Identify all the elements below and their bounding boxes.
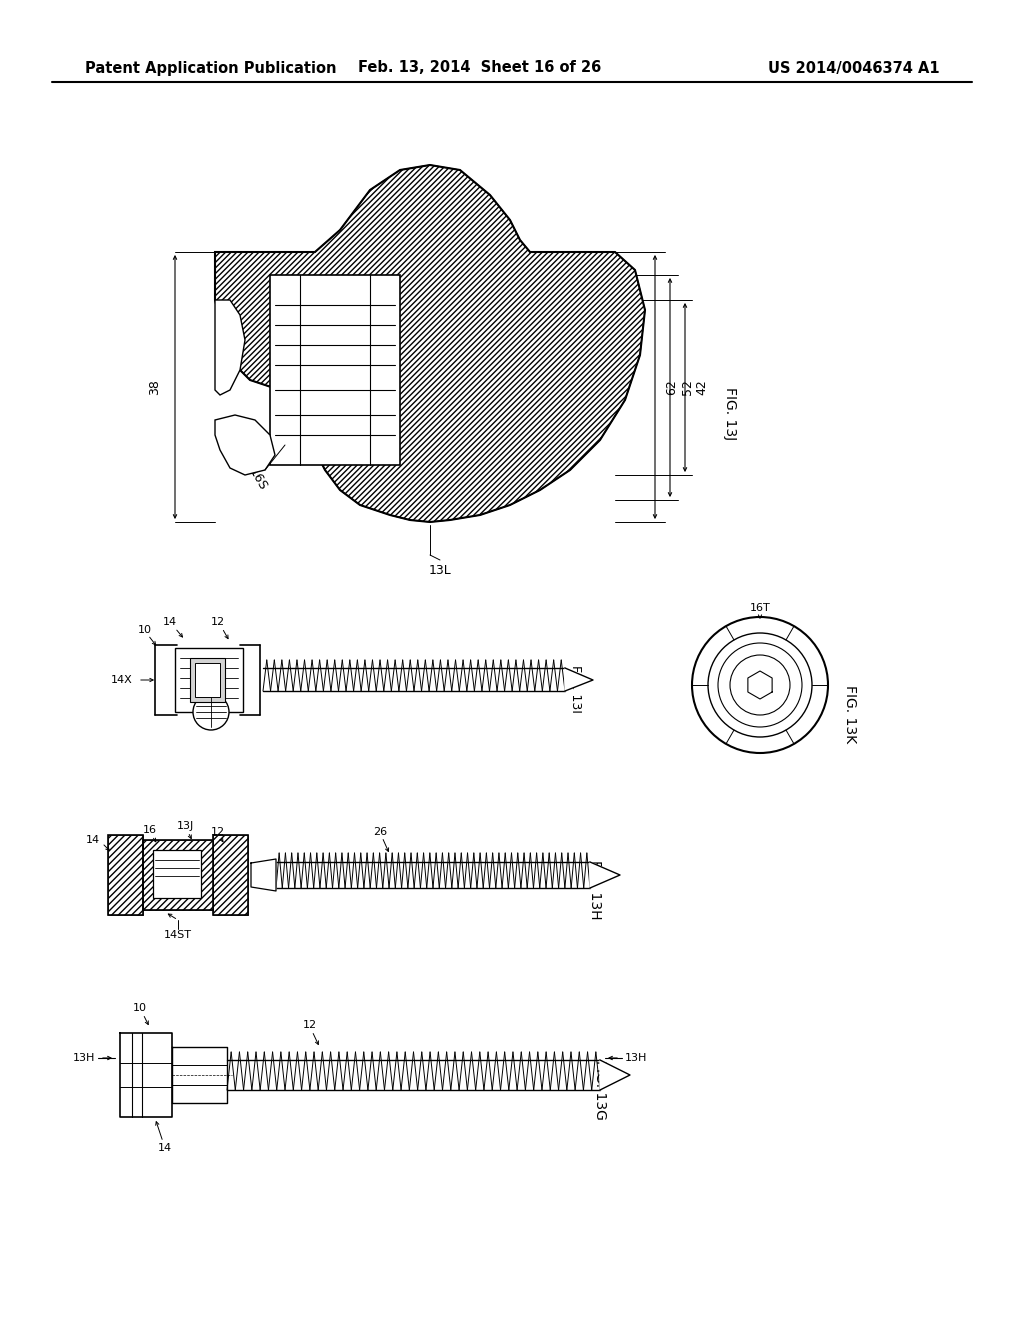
Text: 12: 12 [211, 616, 225, 627]
Bar [143, 840, 213, 909]
Bar [108, 836, 143, 915]
Bar [108, 836, 143, 915]
Polygon shape [748, 671, 772, 700]
Circle shape [692, 616, 828, 752]
Polygon shape [565, 668, 593, 690]
Text: FIG. 13K: FIG. 13K [843, 685, 857, 743]
Text: 14ST: 14ST [164, 931, 193, 940]
Text: 26: 26 [373, 828, 387, 837]
Polygon shape [590, 862, 620, 888]
Text: FIG. 13G: FIG. 13G [593, 1060, 607, 1119]
Text: 62: 62 [666, 379, 679, 395]
Bar [175, 648, 243, 711]
Text: 16T: 16T [750, 603, 770, 612]
Bar [190, 657, 225, 702]
Polygon shape [251, 859, 276, 891]
Bar [270, 275, 400, 465]
Bar [195, 663, 220, 697]
Polygon shape [215, 300, 245, 395]
Text: 52: 52 [681, 379, 693, 395]
Text: FIG. 13J: FIG. 13J [723, 387, 737, 440]
Polygon shape [120, 1034, 172, 1117]
Bar [213, 836, 248, 915]
Text: 12: 12 [303, 1020, 317, 1030]
Polygon shape [215, 165, 645, 521]
Bar [213, 836, 248, 915]
Text: 13L: 13L [429, 564, 452, 577]
Polygon shape [600, 1060, 630, 1090]
Text: Feb. 13, 2014  Sheet 16 of 26: Feb. 13, 2014 Sheet 16 of 26 [358, 61, 602, 75]
Text: 16: 16 [143, 825, 157, 836]
Text: 16S: 16S [247, 466, 269, 494]
Bar [143, 840, 213, 909]
Text: 10: 10 [133, 1003, 147, 1012]
Text: 13J: 13J [176, 821, 194, 832]
Text: FIG. 13H: FIG. 13H [588, 861, 602, 920]
Text: 14: 14 [163, 616, 177, 627]
Text: 14: 14 [86, 836, 100, 845]
Text: FIG. 13I: FIG. 13I [568, 665, 582, 713]
Text: 42: 42 [695, 379, 709, 395]
Polygon shape [172, 1047, 227, 1104]
Text: 14: 14 [158, 1143, 172, 1152]
Text: 38: 38 [148, 379, 162, 395]
Circle shape [193, 694, 229, 730]
Text: 12: 12 [211, 828, 225, 837]
Polygon shape [215, 414, 275, 475]
Text: 13H: 13H [73, 1053, 95, 1063]
Text: 10: 10 [138, 624, 152, 635]
Text: Patent Application Publication: Patent Application Publication [85, 61, 337, 75]
Text: 14X: 14X [112, 675, 133, 685]
Text: 13H: 13H [625, 1053, 647, 1063]
Text: US 2014/0046374 A1: US 2014/0046374 A1 [768, 61, 940, 75]
Bar [153, 850, 201, 898]
